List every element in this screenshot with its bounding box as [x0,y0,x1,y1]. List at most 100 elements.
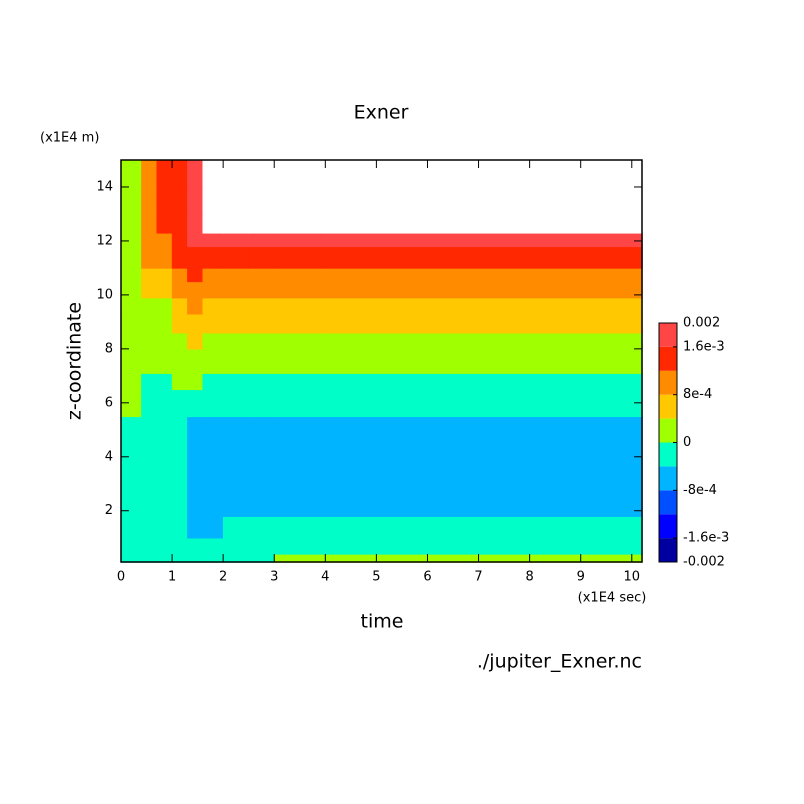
contour-cell [171,186,189,215]
contour-cell [171,297,189,315]
contour-cell [222,456,250,485]
contour-cell [202,213,224,234]
contour-cell [248,515,275,539]
y-tick-label: 12 [96,233,113,248]
contour-cell [187,186,204,215]
contour-cell [156,389,173,418]
contour-cell [202,232,224,248]
contour-cell [141,553,158,563]
x-tick-label: 5 [372,570,380,585]
contour-cell [325,267,643,283]
contour-cell [222,348,250,374]
contour-field [120,159,643,563]
x-tick-label: 8 [525,570,533,585]
contour-cell [120,416,143,458]
contour-cell [171,348,189,374]
contour-cell [222,515,250,539]
colorbar-tick-label: 0.002 [683,316,720,331]
contour-cell [141,186,158,215]
y-axis-label: z-coordinate [64,302,86,420]
contour-cell [248,159,275,188]
contour-cell [325,416,643,458]
contour-cell [171,553,189,563]
contour-cell [222,267,250,283]
contour-cell [141,416,158,458]
y-tick-label: 14 [96,179,113,194]
contour-cell [141,267,158,283]
contour-cell [273,332,327,350]
contour-cell [187,267,204,283]
contour-cell [248,348,275,374]
contour-cell [273,159,327,188]
contour-cell [120,348,143,374]
contour-cell [171,515,189,539]
contour-cell [156,281,173,299]
contour-cell [141,483,158,517]
contour-cell [120,213,143,234]
contour-cell [141,515,158,539]
contour-cell [171,313,189,334]
contour-cell [222,186,250,215]
colorbar-tick-label: 1.6e-3 [683,339,725,354]
contour-cell [325,372,643,391]
contour-cell [222,483,250,517]
contour-cell [187,537,204,555]
contour-cell [202,483,224,517]
contour-cell [202,456,224,485]
x-tick-label: 0 [117,570,125,585]
contour-cell [156,456,173,485]
contour-cell [120,515,143,539]
contour-cell [325,232,643,248]
contour-cell [248,297,275,315]
contour-cell [248,313,275,334]
colorbar-segment [659,323,677,347]
y-tick-label: 10 [96,287,113,302]
colorbar-segment [659,466,677,491]
contour-cell [141,372,158,391]
colorbar-segment [659,442,677,467]
contour-cell [120,537,143,555]
contour-cell [171,483,189,517]
contour-cell [156,267,173,283]
colorbar-tick-label: 0 [683,435,691,450]
contour-cell [187,232,204,248]
contour-cell [120,553,143,563]
contour-cell [187,389,204,418]
contour-cell [171,332,189,350]
contour-cell [248,537,275,555]
contour-cell [202,553,224,563]
contour-cell [325,281,643,299]
contour-cell [202,537,224,555]
contour-cell [202,159,224,188]
contour-cell [325,515,643,539]
contour-cell [156,348,173,374]
x-tick-label: 10 [624,570,641,585]
contour-cell [156,537,173,555]
contour-cell [156,313,173,334]
contour-cell [202,281,224,299]
colorbar-segment [659,490,677,515]
contour-cell [187,246,204,269]
contour-cell [273,313,327,334]
contour-cell [273,389,327,418]
contour-cell [248,372,275,391]
contour-cell [202,389,224,418]
contour-cell [222,159,250,188]
contour-cell [222,213,250,234]
contour-cell [120,332,143,350]
contour-cell [273,483,327,517]
contour-cell [202,515,224,539]
contour-cell [325,389,643,418]
contour-cell [120,246,143,269]
y-tick-label: 6 [105,395,113,410]
contour-cell [222,372,250,391]
contour-cell [120,483,143,517]
plot-frame [120,159,643,563]
y-tick-label: 2 [105,503,113,518]
contour-cell [273,348,327,374]
contour-cell [187,213,204,234]
contour-cell [141,159,158,188]
chart-title: Exner [354,102,409,124]
contour-cell [187,297,204,315]
contour-cell [273,297,327,315]
